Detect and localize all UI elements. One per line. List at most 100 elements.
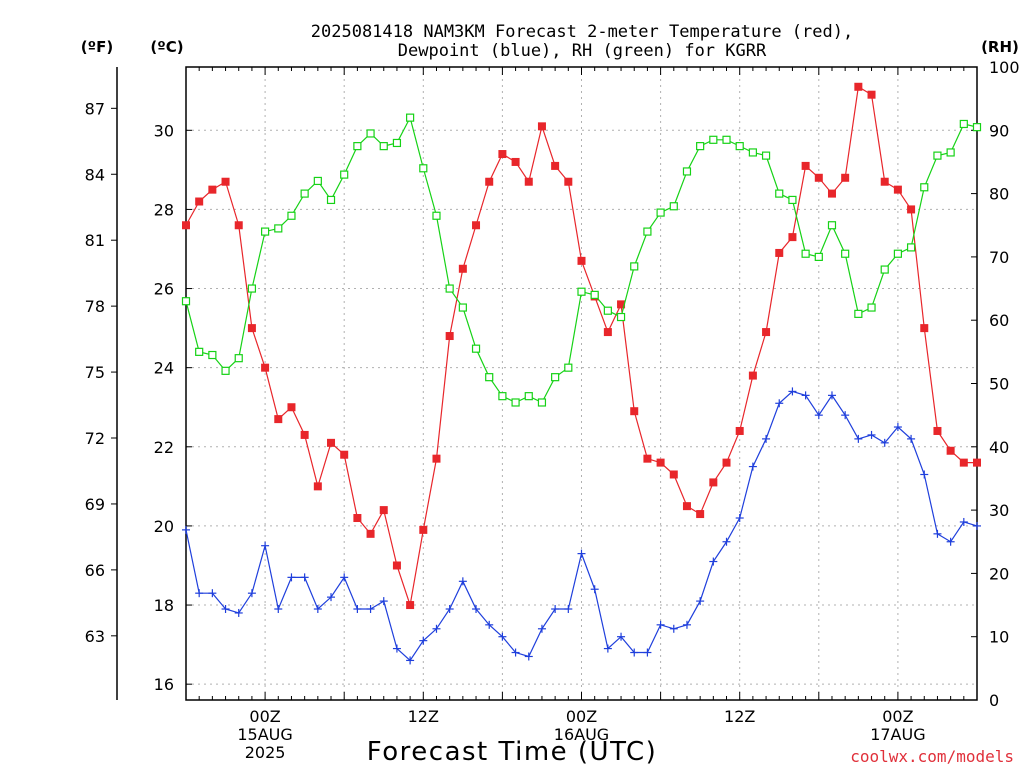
rh-point [419,164,428,173]
rh-tick-label: 0 [989,691,999,710]
dewpoint-point [366,605,375,614]
rh-tick-label: 90 [989,121,1009,140]
x-tick-label: 00Z [882,707,913,726]
fahrenheit-tick-label: 75 [85,363,105,382]
dewpoint-point [630,648,639,657]
rh-tick-label: 20 [989,564,1009,583]
dewpoint-point [590,585,599,594]
rh-point [841,249,850,258]
rh-tick-label: 60 [989,311,1009,330]
rh-tick-label: 80 [989,185,1009,204]
dewpoint-point [946,537,955,546]
rh-point [379,142,388,151]
rh-point [880,265,889,274]
temperature-point [603,328,612,337]
temperature-point [946,446,955,455]
dewpoint-point [498,632,507,641]
rh-point [867,303,876,312]
temperature-point [880,177,889,186]
dewpoint-point [748,462,757,471]
dewpoint-point [893,423,902,432]
dewpoint-point [827,391,836,400]
rh-tick-label: 30 [989,501,1009,520]
dewpoint-point [603,644,612,653]
celsius-axis-label: (ºC) [150,38,183,56]
dewpoint-point [353,605,362,614]
temperature-point [762,328,771,337]
temperature-point [564,177,573,186]
rh-point [748,148,757,157]
temperature-point [920,324,929,333]
x-tick-label: 00Z [249,707,280,726]
dewpoint-point [867,430,876,439]
dewpoint-point [933,529,942,538]
rh-point [511,398,520,407]
rh-axis-label: (RH) [981,38,1019,56]
rh-point [603,306,612,315]
x-axis-label: Forecast Time (UTC) [367,737,658,767]
rh-tick-label: 100 [989,58,1020,77]
temperature-point [247,324,256,333]
dewpoint-point [472,605,481,614]
temperature-point [340,450,349,459]
dewpoint-point [327,593,336,602]
celsius-tick-label: 16 [154,675,174,694]
dewpoint-point [564,605,573,614]
rh-point [761,151,771,160]
temperature-point [867,90,876,99]
rh-point [590,290,599,299]
dewpoint-point [907,434,916,443]
rh-point [432,211,441,220]
dewpoint-point [300,573,309,582]
dewpoint-point [274,605,283,614]
rh-point [537,398,547,407]
rh-point [498,392,507,401]
dewpoint-point [577,549,586,558]
watermark: coolwx.com/models [850,747,1014,766]
temperature-point [392,561,401,570]
temperature-point [801,161,810,170]
dewpoint-point [458,577,467,586]
rh-point [696,142,705,151]
temperature-point [814,173,823,182]
rh-point [208,350,217,360]
rh-point [788,195,797,205]
dewpoint-point [735,514,744,523]
temperature-point [696,510,705,519]
dewpoint-point [841,411,850,420]
temperature-point [208,185,217,194]
rh-point [445,284,454,293]
rh-point [959,119,968,129]
dewpoint-point [419,636,428,645]
dewpoint-point [801,391,810,400]
rh-point [340,170,349,179]
dewpoint-point [643,648,652,657]
rh-point [300,189,309,198]
dewpoint-point [247,589,256,598]
temperature-point [682,502,691,511]
temperature-point [406,601,415,610]
celsius-tick-label: 18 [154,596,174,615]
dewpoint-point [524,652,533,661]
rh-point [221,366,230,375]
rh-point [630,262,639,271]
rh-point [564,363,573,372]
x-tick-label: 15AUG [237,725,292,744]
x-tick-label: 12Z [408,707,439,726]
temperature-point [445,332,454,341]
rh-point [814,252,823,261]
rh-point [656,208,665,217]
celsius-tick-label: 20 [154,517,174,536]
rh-point [406,113,415,122]
dewpoint-point [261,541,270,550]
dewpoint-point [432,624,441,633]
chart-axes [111,66,978,701]
dewpoint-point [959,517,968,526]
temperature-point [551,161,560,170]
dewpoint-point [208,589,217,598]
dewpoint-point [221,605,230,614]
dewpoint-point [854,434,863,443]
tick-labels: 16 18 20 22 24 26 28 30 63 66 69 72 75 78 81 84 87 0 10 20 3… [85,58,1020,762]
fahrenheit-tick-label: 69 [85,495,105,514]
